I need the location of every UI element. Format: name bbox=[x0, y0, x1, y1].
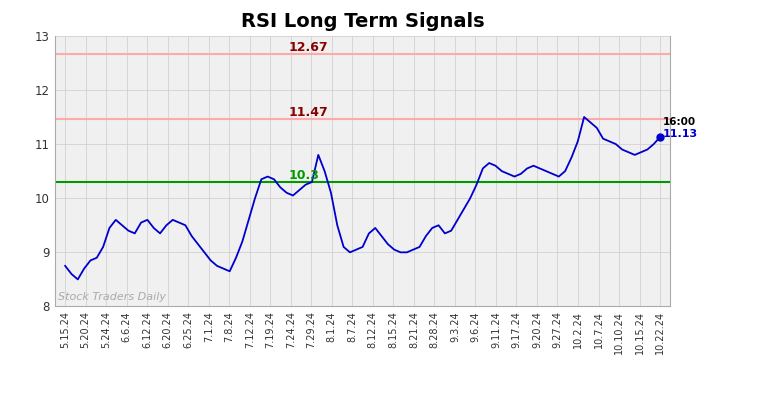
Text: 10.3: 10.3 bbox=[289, 169, 320, 182]
Text: 11.47: 11.47 bbox=[289, 105, 328, 119]
Text: 12.67: 12.67 bbox=[289, 41, 328, 54]
Text: 16:00: 16:00 bbox=[662, 117, 695, 127]
Text: 11.13: 11.13 bbox=[662, 129, 698, 139]
Text: Stock Traders Daily: Stock Traders Daily bbox=[58, 292, 166, 302]
Title: RSI Long Term Signals: RSI Long Term Signals bbox=[241, 12, 485, 31]
